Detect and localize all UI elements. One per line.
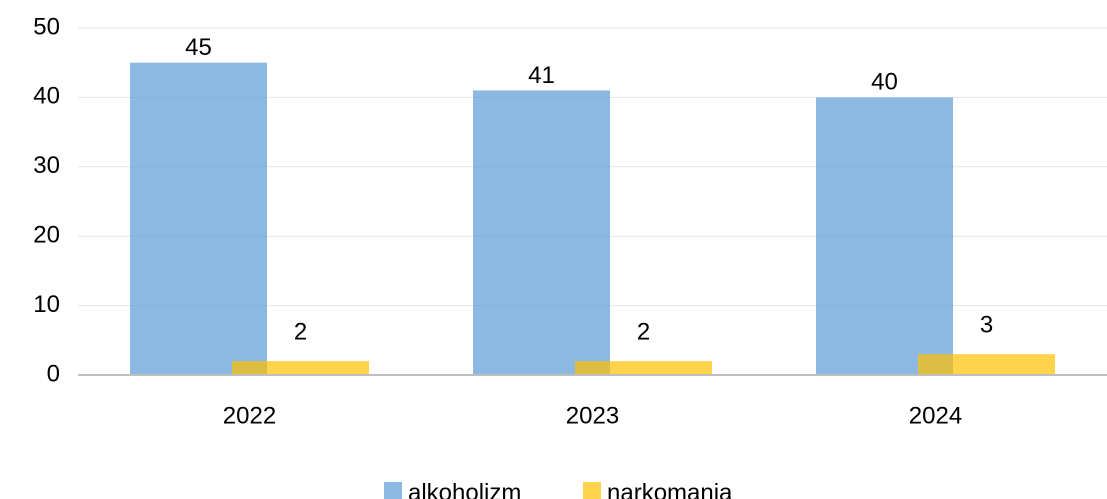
y-tick-label: 10	[33, 291, 60, 318]
y-tick-label: 40	[33, 83, 60, 110]
x-tick-label: 2022	[223, 402, 276, 429]
legend-label: narkomania	[607, 479, 733, 499]
data-label: 45	[185, 34, 212, 61]
bar	[130, 62, 267, 375]
y-tick-label: 0	[47, 360, 60, 387]
data-label: 3	[980, 312, 993, 339]
y-tick-label: 50	[33, 13, 60, 40]
x-tick-label: 2024	[909, 402, 962, 429]
legend-label: alkoholizm	[408, 479, 521, 499]
legend-swatch	[583, 482, 601, 499]
bar	[816, 97, 953, 376]
data-label: 41	[528, 62, 555, 89]
bar	[232, 361, 369, 375]
data-label: 2	[294, 318, 307, 345]
bar	[918, 354, 1055, 375]
bar	[473, 90, 610, 376]
legend-swatch	[384, 482, 402, 499]
bar	[575, 361, 712, 375]
x-tick-label: 2023	[566, 402, 619, 429]
y-tick-label: 30	[33, 152, 60, 179]
data-label: 2	[637, 318, 650, 345]
data-label: 40	[871, 69, 898, 96]
y-tick-label: 20	[33, 222, 60, 249]
